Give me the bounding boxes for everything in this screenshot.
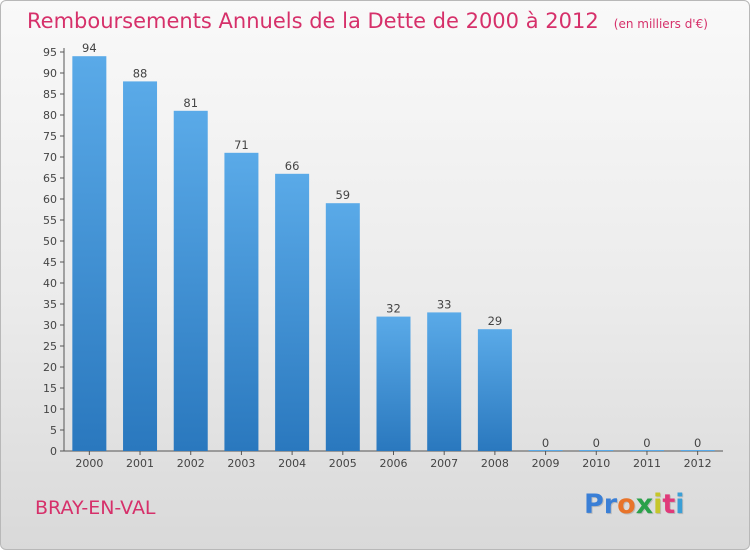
x-tick-label: 2008: [481, 457, 509, 470]
y-tick-label: 70: [43, 151, 57, 164]
y-tick-label: 40: [43, 277, 57, 290]
y-tick-label: 50: [43, 235, 57, 248]
x-tick-label: 2001: [126, 457, 154, 470]
bar: [325, 203, 360, 451]
data-label: 81: [183, 96, 198, 110]
data-label: 0: [593, 436, 600, 450]
bar: [477, 329, 512, 451]
y-tick-label: 55: [43, 214, 57, 227]
y-tick-label: 30: [43, 319, 57, 332]
chart-subtitle: (en milliers d'€): [613, 17, 708, 31]
x-tick-label: 2007: [430, 457, 458, 470]
y-tick-label: 10: [43, 403, 57, 416]
bar: [72, 56, 107, 451]
chart-title: Remboursements Annuels de la Dette de 20…: [27, 9, 599, 33]
x-tick-label: 2006: [380, 457, 408, 470]
x-tick-label: 2004: [278, 457, 306, 470]
bar: [427, 312, 462, 451]
y-tick-label: 20: [43, 361, 57, 374]
y-tick-label: 15: [43, 382, 57, 395]
y-tick-label: 45: [43, 256, 57, 269]
x-tick-label: 2000: [75, 457, 103, 470]
data-label: 59: [335, 188, 350, 202]
y-tick-label: 35: [43, 298, 57, 311]
bar: [376, 316, 411, 451]
data-label: 94: [82, 41, 97, 55]
data-label: 66: [285, 159, 300, 173]
x-tick-label: 2011: [633, 457, 661, 470]
y-tick-label: 80: [43, 109, 57, 122]
logo-letter: i: [675, 489, 685, 520]
x-tick-label: 2009: [532, 457, 560, 470]
logo-letter: x: [635, 489, 654, 520]
y-tick-label: 90: [43, 67, 57, 80]
data-label: 0: [694, 436, 701, 450]
data-label: 29: [488, 314, 503, 328]
x-tick-label: 2003: [227, 457, 255, 470]
y-tick-label: 85: [43, 88, 57, 101]
data-label: 88: [133, 66, 148, 80]
x-tick-label: 2012: [684, 457, 712, 470]
logo-letter: r: [603, 489, 618, 520]
logo-letter: i: [653, 489, 663, 520]
data-label: 0: [643, 436, 650, 450]
data-label: 0: [542, 436, 549, 450]
y-tick-label: 65: [43, 172, 57, 185]
data-label: 71: [234, 138, 249, 152]
y-tick-label: 75: [43, 130, 57, 143]
logo-letter: P: [584, 489, 604, 520]
bar: [173, 110, 208, 452]
bar: [123, 81, 158, 452]
proxiti-logo: Proxiti: [584, 489, 685, 520]
logo-letter: t: [662, 489, 676, 520]
x-tick-label: 2010: [582, 457, 610, 470]
x-tick-label: 2002: [177, 457, 205, 470]
y-tick-label: 0: [50, 445, 57, 458]
bar: [224, 152, 259, 452]
logo-letter: o: [617, 489, 636, 520]
title-row: Remboursements Annuels de la Dette de 20…: [27, 9, 708, 33]
y-tick-label: 95: [43, 46, 57, 59]
data-label: 33: [437, 297, 452, 311]
y-tick-label: 5: [50, 424, 57, 437]
y-tick-label: 60: [43, 193, 57, 206]
data-label: 32: [386, 302, 401, 316]
bar: [275, 173, 310, 452]
commune-name: BRAY-EN-VAL: [35, 497, 156, 519]
x-tick-label: 2005: [329, 457, 357, 470]
y-tick-label: 25: [43, 340, 57, 353]
